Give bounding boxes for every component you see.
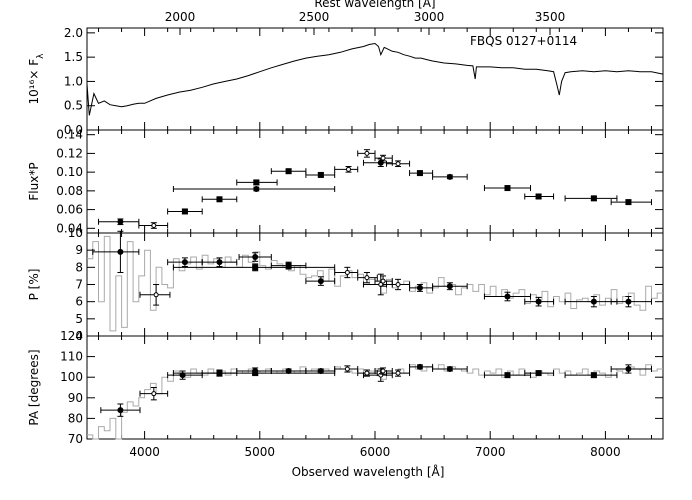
data-point-pa [625, 365, 632, 372]
data-point-polflux [346, 166, 352, 172]
ylabel-subscript: λ [36, 53, 46, 59]
xtick-label-top: 2500 [299, 10, 330, 24]
top-axis-label: Rest wavelength [Å] [314, 0, 435, 10]
data-point-polflux [181, 208, 188, 215]
data-point-pa [179, 372, 186, 379]
data-point-pol [252, 254, 259, 261]
data-point-pol [625, 298, 632, 305]
data-point-pa [416, 363, 423, 370]
ytick-label-polflux: 0.08 [56, 184, 83, 198]
data-point-pa [535, 370, 542, 377]
ytick-label-pol: 10 [68, 226, 83, 240]
data-point-pol [153, 292, 159, 298]
data-point-polflux [151, 223, 157, 229]
ytick-label-flux: 1.0 [64, 74, 83, 88]
ytick-label-pol: 6 [75, 295, 83, 309]
ytick-label-polflux: 0.10 [56, 165, 83, 179]
ytick-label-pa: 70 [68, 432, 83, 446]
panel-frame-polflux [86, 129, 664, 234]
ytick-label-flux: 0.0 [64, 123, 83, 137]
data-point-polflux [380, 155, 386, 161]
data-point-polflux [625, 199, 632, 206]
ytick-label-flux: 2.0 [64, 26, 83, 40]
object-label: FBQS 0127+0114 [470, 34, 577, 48]
ytick-label-pol: 4 [75, 329, 83, 343]
data-point-polflux [117, 218, 124, 225]
xtick-label-top: 3000 [414, 10, 445, 24]
data-point-polflux [535, 193, 542, 200]
data-point-pol [181, 259, 188, 266]
panel-frame-pa [86, 335, 664, 440]
data-point-pol [395, 282, 401, 287]
data-point-pol [317, 278, 324, 285]
ylabel-polflux: Flux*P [27, 162, 41, 200]
ytick-label-polflux: 0.14 [56, 128, 83, 142]
data-point-polflux [590, 195, 597, 202]
data-point-pa [364, 370, 370, 376]
data-point-pa [446, 365, 453, 372]
data-point-pol [252, 264, 259, 271]
ytick-label-polflux: 0.04 [56, 221, 83, 235]
data-point-pol [216, 259, 223, 266]
data-point-polflux [364, 150, 370, 156]
xtick-label-top: 3500 [535, 10, 566, 24]
xtick-label-bottom: 5000 [245, 445, 276, 459]
data-point-polflux [504, 185, 511, 192]
data-point-pol [117, 248, 124, 255]
data-point-pol [446, 283, 453, 290]
data-point-pol [416, 284, 423, 291]
data-point-pa [317, 368, 324, 375]
xtick-label-bottom: 8000 [590, 445, 621, 459]
ytick-label-pa: 100 [60, 370, 83, 384]
data-point-pa [380, 368, 386, 374]
data-point-polflux [446, 173, 453, 180]
data-point-pa [395, 370, 401, 376]
ylabel-pol: P [%] [27, 269, 41, 301]
ylabel-pa: PA [degrees] [27, 349, 41, 425]
data-point-polflux [285, 168, 292, 175]
ytick-label-pa: 120 [60, 329, 83, 343]
ytick-label-pa: 80 [68, 411, 83, 425]
xtick-label-top: 2000 [165, 10, 196, 24]
data-point-polflux [317, 171, 324, 178]
ytick-label-pol: 5 [75, 312, 83, 326]
data-point-polflux [395, 161, 401, 167]
ytick-label-flux: 1.5 [64, 50, 83, 64]
ytick-label-pa: 90 [68, 391, 83, 405]
data-point-pa [117, 407, 124, 414]
data-point-pol [380, 278, 386, 284]
ytick-label-pol: 8 [75, 260, 83, 274]
data-point-pa [590, 372, 597, 379]
data-point-pa [344, 366, 350, 372]
data-point-polflux [216, 196, 223, 203]
data-point-polflux [253, 185, 260, 192]
data-point-polflux [253, 179, 260, 186]
data-point-pol [285, 262, 292, 269]
xtick-label-bottom: 6000 [360, 445, 391, 459]
data-point-pa [504, 372, 511, 379]
data-point-polflux [416, 170, 423, 177]
ytick-label-polflux: 0.12 [56, 146, 83, 160]
data-point-pol [590, 298, 597, 305]
ytick-label-polflux: 0.06 [56, 203, 83, 217]
ytick-label-pa: 110 [60, 350, 83, 364]
ytick-label-flux: 0.5 [64, 99, 83, 113]
data-point-pol [535, 298, 542, 305]
data-point-pol [344, 269, 350, 275]
xtick-label-bottom: 4000 [129, 445, 160, 459]
data-point-pa [252, 370, 259, 377]
bottom-axis-label: Observed wavelength [Å] [292, 464, 445, 479]
ylabel-flux: 10¹⁶× Fλ [27, 53, 46, 105]
data-point-pa [151, 391, 157, 397]
xtick-label-bottom: 7000 [475, 445, 506, 459]
data-point-pol [504, 293, 511, 300]
flux-spectrum-line [86, 42, 664, 116]
data-point-pa [285, 368, 292, 375]
ytick-label-pol: 9 [75, 243, 83, 257]
data-point-pol [364, 275, 370, 281]
ytick-label-pol: 7 [75, 278, 83, 292]
